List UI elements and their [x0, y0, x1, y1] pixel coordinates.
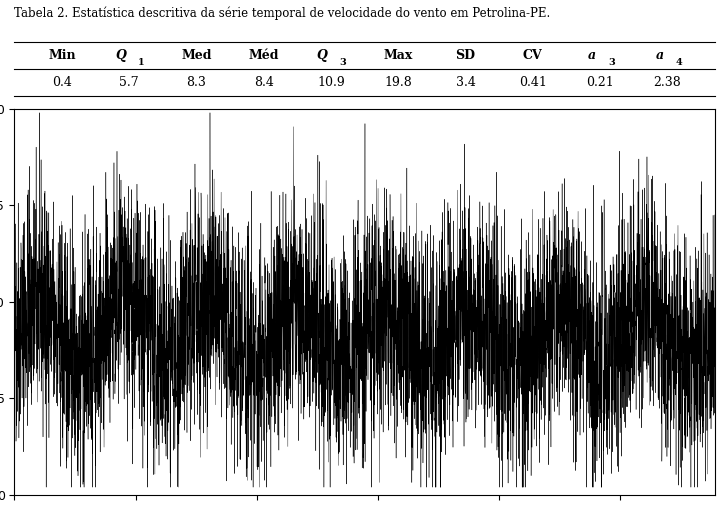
Text: 5.7: 5.7	[119, 76, 139, 89]
Text: 19.8: 19.8	[384, 76, 412, 89]
Text: Tabela 2. Estatística descritiva da série temporal de velocidade do vento em Pet: Tabela 2. Estatística descritiva da séri…	[14, 7, 551, 20]
Text: a: a	[588, 49, 596, 62]
Text: 8.4: 8.4	[254, 76, 274, 89]
Text: 0.41: 0.41	[518, 76, 547, 89]
Text: 8.3: 8.3	[186, 76, 206, 89]
Text: 0.4: 0.4	[52, 76, 72, 89]
Text: 3.4: 3.4	[456, 76, 475, 89]
Text: SD: SD	[456, 49, 476, 62]
Text: 0.21: 0.21	[586, 76, 614, 89]
Text: Méd: Méd	[248, 49, 279, 62]
Text: 2.38: 2.38	[653, 76, 681, 89]
Text: Max: Max	[383, 49, 413, 62]
Text: 3: 3	[339, 58, 346, 67]
Text: Min: Min	[48, 49, 76, 62]
Text: 4: 4	[676, 58, 682, 67]
Text: 1: 1	[138, 58, 144, 67]
Text: Q: Q	[115, 49, 126, 62]
Text: 3: 3	[609, 58, 615, 67]
Text: Med: Med	[181, 49, 212, 62]
Text: Q: Q	[317, 49, 328, 62]
Text: 10.9: 10.9	[317, 76, 345, 89]
Text: CV: CV	[523, 49, 542, 62]
Text: a: a	[656, 49, 664, 62]
